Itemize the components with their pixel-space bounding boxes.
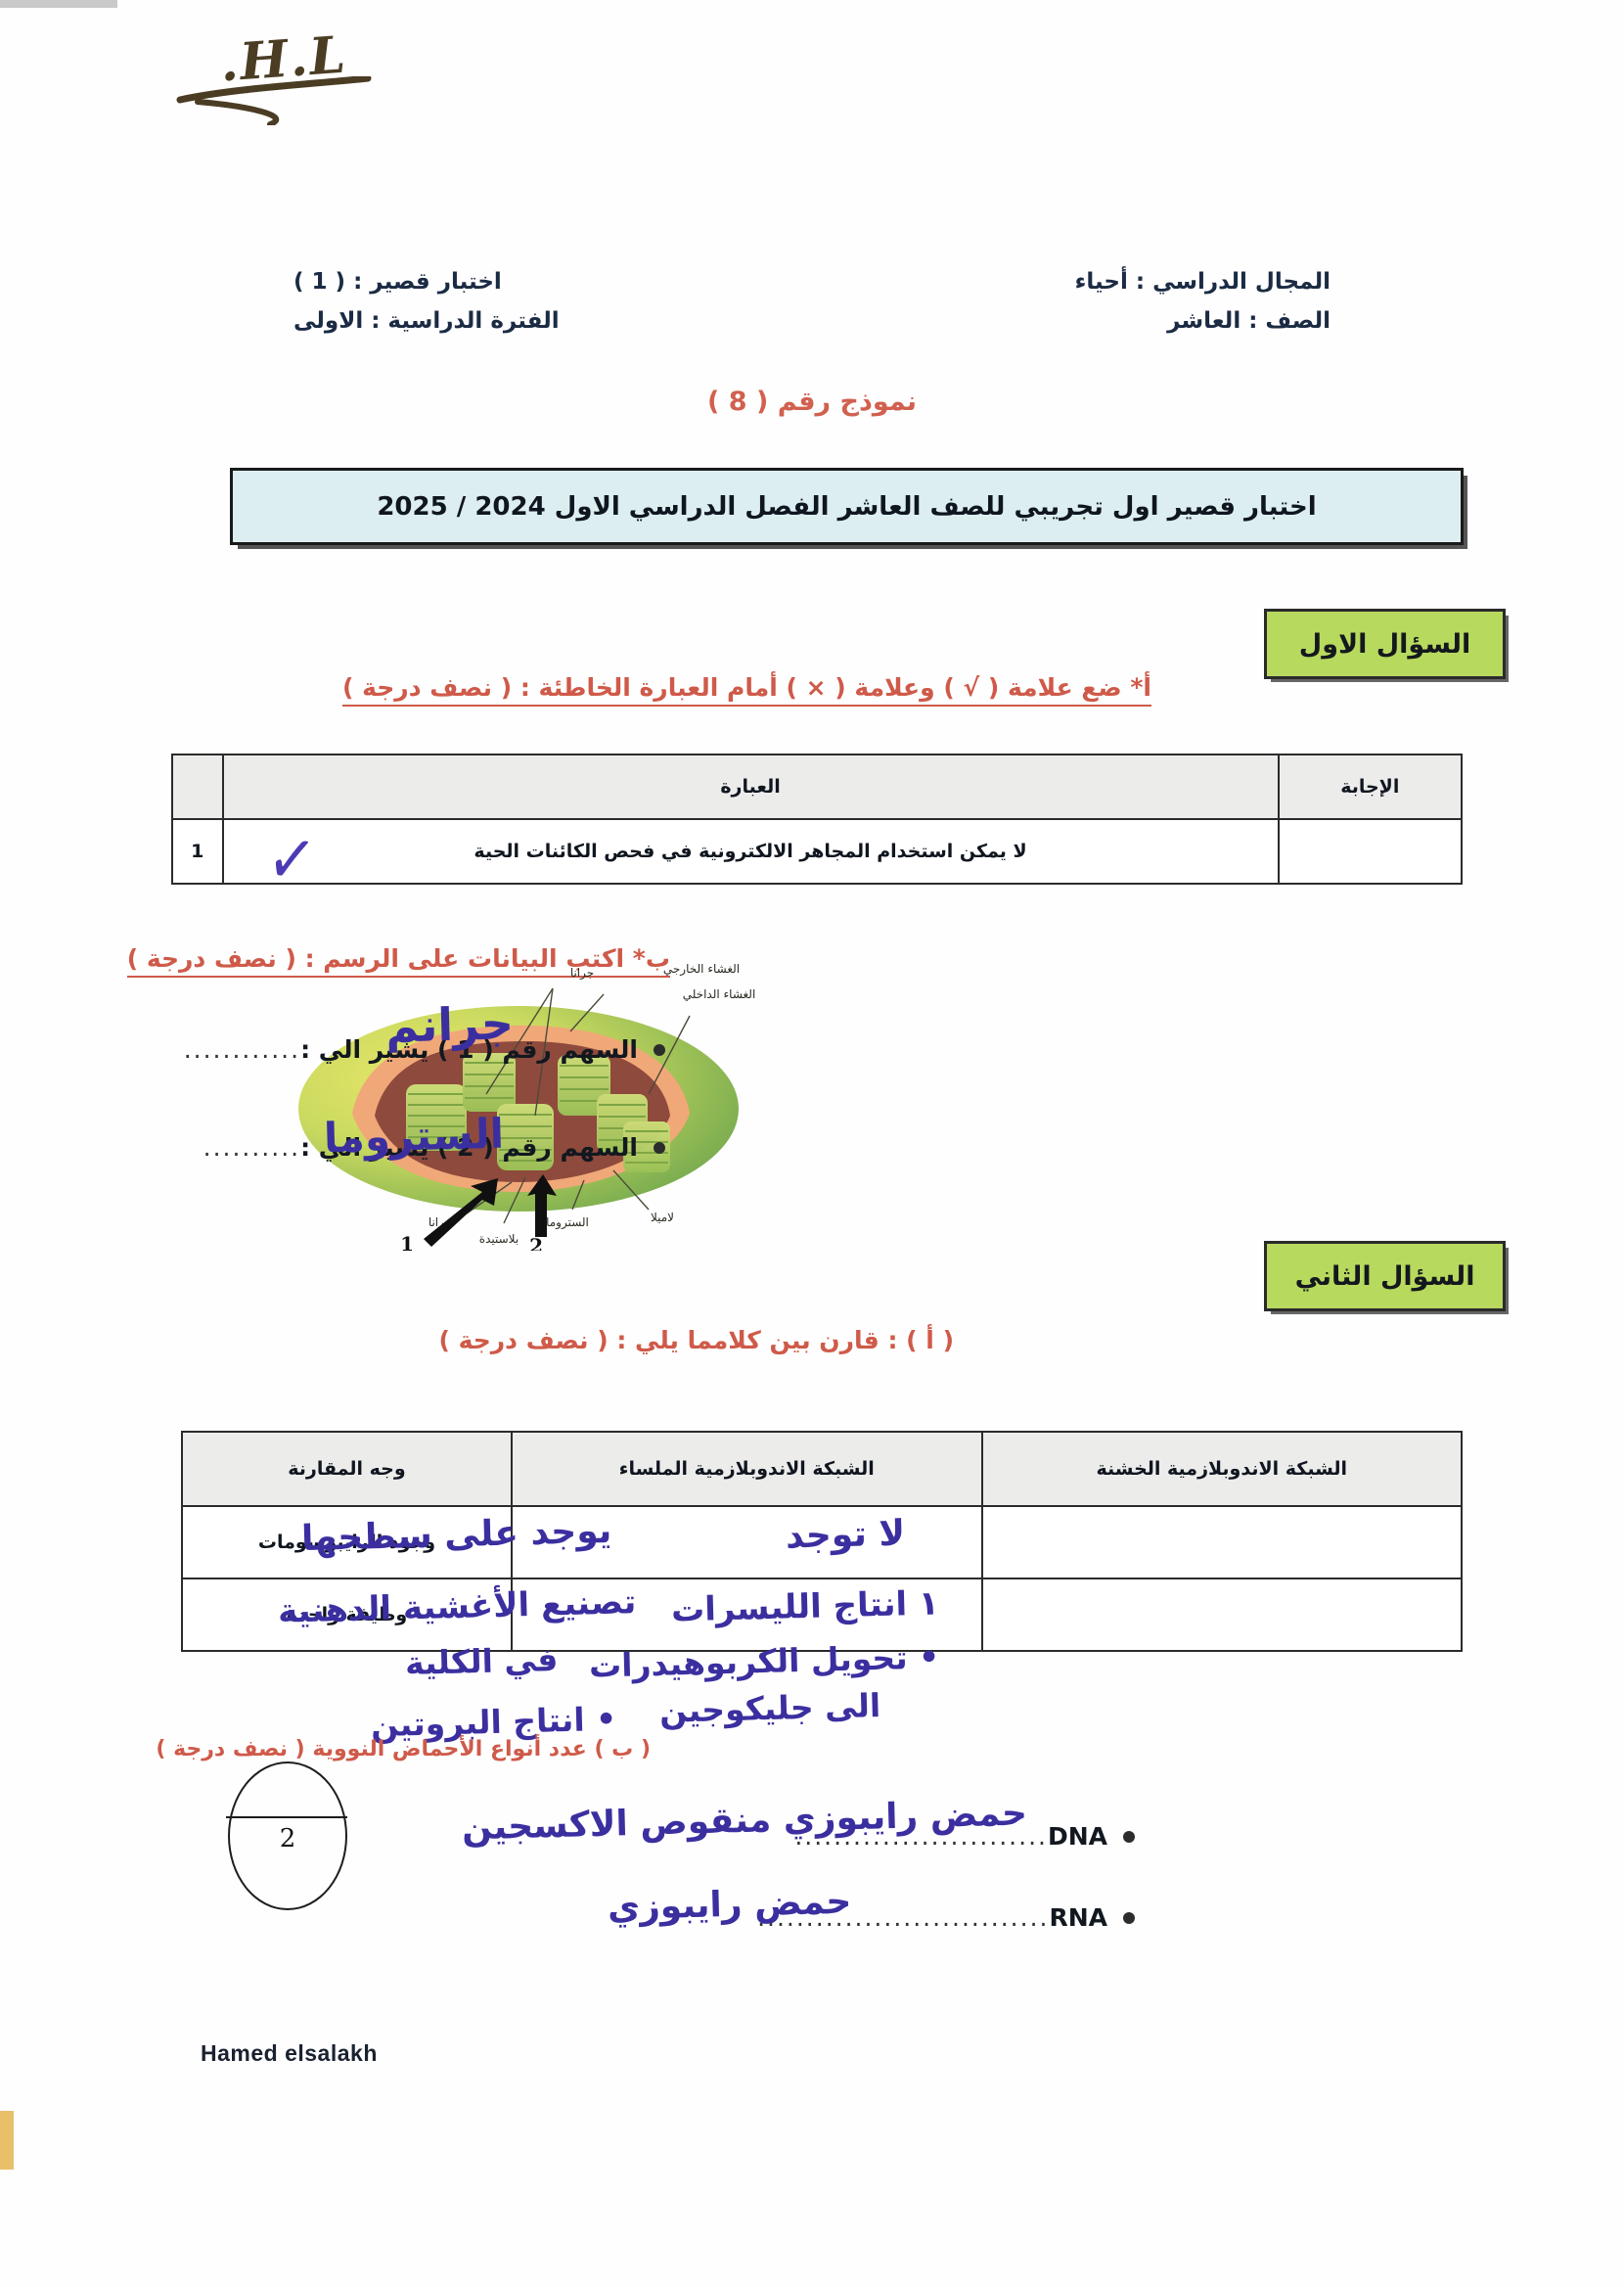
question-2-chip: السؤال الثاني — [1264, 1241, 1506, 1311]
hw-extra-2: الى جليكوجين — [658, 1686, 881, 1730]
label-plastid: بلاستيدة — [479, 1232, 519, 1246]
handwritten-check-mark: ✓ — [262, 815, 321, 903]
bullet-icon — [1123, 1911, 1135, 1924]
label-stroma: الستروما — [546, 1215, 589, 1230]
table-row: لا يمكن استخدام المجاهر الالكترونية في ف… — [171, 818, 1464, 885]
question-1-part-b-instruction: ب* اكتب البيانات على الرسم : ( نصف درجة … — [126, 944, 670, 978]
dna-dots: .......................... — [794, 1822, 1048, 1851]
subject-label: المجال الدراسي : أحياء — [1074, 269, 1331, 295]
header-rough-er: الشبكة الاندوبلازمية الخشنة — [980, 1431, 1464, 1507]
bullet-icon — [654, 1043, 665, 1056]
label-lamella: لاميلا — [651, 1211, 674, 1224]
comparison-table: الشبكة الاندوبلازمية الخشنة الشبكة الاند… — [181, 1431, 1464, 1652]
scan-artifact-bottom — [0, 2111, 14, 2170]
question-2-label: السؤال الثاني — [1294, 1260, 1475, 1292]
arrow-1-label: السهم رقم ( 1 ) يشير الي : — [300, 1035, 638, 1064]
table-header-row: الشبكة الاندوبلازمية الخشنة الشبكة الاند… — [181, 1431, 1464, 1507]
aspect-cell-1: وجود الرايبوسومات — [181, 1505, 513, 1579]
true-false-table: الإجابة العبارة لا يمكن استخدام المجاهر … — [171, 754, 1464, 885]
arrow-1 — [424, 1178, 498, 1247]
signature-swoosh-icon — [176, 76, 372, 125]
row-number: 1 — [171, 818, 224, 885]
question-2-part-b-instruction: ( ب ) عدد أنواع الأحماض النووية ( نصف در… — [156, 1737, 651, 1761]
aspect-cell-2: وظيفة واحدة — [181, 1578, 513, 1652]
label-outer-membrane: الغشاء الخارجي — [663, 962, 740, 977]
header-aspect: وجه المقارنة — [181, 1431, 513, 1507]
smooth-cell-2[interactable] — [510, 1578, 983, 1652]
grade-label: الصف : العاشر — [1167, 308, 1331, 334]
scan-artifact-top — [0, 0, 117, 8]
arrow-2-handwritten-answer: الستروما — [323, 1109, 505, 1163]
rna-dots: .............................. — [757, 1903, 1050, 1932]
arrow-2 — [527, 1174, 557, 1237]
arrow-2-dots: .......... — [203, 1133, 301, 1162]
label-grana: جرانا — [570, 966, 594, 981]
header-number — [171, 754, 224, 820]
smooth-cell-1[interactable] — [510, 1505, 983, 1579]
term-label: الفترة الدراسية : الاولى — [293, 308, 560, 334]
exam-title-text: اختبار قصير اول تجريبي للصف العاشر الفصل… — [377, 491, 1317, 522]
table-header-row: الإجابة العبارة — [171, 754, 1464, 820]
hw-extra-3: في الكلية — [404, 1639, 559, 1683]
hw-smooth-row2: ١ انتاج الليسرات — [670, 1583, 940, 1630]
nucleic-acid-item-dna: DNA .......................... — [794, 1822, 1135, 1851]
rough-cell-2[interactable] — [980, 1578, 1464, 1652]
rna-label: RNA — [1049, 1903, 1107, 1932]
question-1-label: السؤال الاول — [1298, 628, 1471, 660]
header-statement: العبارة — [221, 754, 1280, 820]
exam-title-box: اختبار قصير اول تجريبي للصف العاشر الفصل… — [230, 468, 1464, 545]
question-2-part-a-instruction: ( أ ) : قارن بين كلامما يلي : ( نصف درجة… — [438, 1326, 954, 1354]
header-smooth-er: الشبكة الاندوبلازمية الملساء — [510, 1431, 983, 1507]
grade-divider-line — [226, 1816, 347, 1818]
header-answer: الإجابة — [1277, 754, 1464, 820]
header-meta-block: المجال الدراسي : أحياء اختبار قصير : ( 1… — [0, 269, 1624, 347]
label-inner-membrane: الغشاء الداخلي — [683, 987, 756, 1001]
question-1-chip: السؤال الاول — [1264, 609, 1506, 679]
arrow-1-handwritten-answer: جرانم — [384, 996, 515, 1053]
arrow-number-1: 1 — [400, 1232, 414, 1251]
nucleic-acid-item-rna: RNA .............................. — [757, 1903, 1135, 1932]
test-label: اختبار قصير : ( 1 ) — [293, 269, 502, 295]
arrow-item-1: السهم رقم ( 1 ) يشير الي : ............ — [184, 1035, 665, 1064]
statement-text: لا يمكن استخدام المجاهر الالكترونية في ف… — [474, 841, 1027, 862]
bullet-icon — [1123, 1830, 1135, 1843]
table-row: وظيفة واحدة — [181, 1578, 1464, 1652]
arrow-2-label: السهم رقم ( 2 ) يشير الي : — [300, 1133, 638, 1162]
hw-extra-1: • تحويل الكربوهيدرات — [588, 1637, 940, 1685]
arrow-number-2: 2 — [529, 1234, 543, 1251]
dna-label: DNA — [1047, 1822, 1107, 1851]
grade-value: 2 — [279, 1824, 296, 1853]
bullet-icon — [654, 1141, 665, 1154]
model-number: نموذج رقم ( 8 ) — [707, 387, 917, 417]
rna-handwritten-answer: حمض رايبوزي — [607, 1881, 852, 1929]
chloroplast-diagram: جرانا الغشاء الخارجي الغشاء الداخلي جران… — [298, 962, 756, 1251]
table-row: وجود الرايبوسومات — [181, 1505, 1464, 1579]
answer-cell[interactable] — [1277, 818, 1464, 885]
rough-cell-1[interactable] — [980, 1505, 1464, 1579]
hw-smooth-row1: لا توجد — [785, 1513, 906, 1557]
arrow-1-dots: ............ — [183, 1035, 301, 1064]
grade-mark-oval: 2 — [226, 1761, 347, 1910]
hw-rough-row1: يوجد على سطحها — [300, 1510, 612, 1560]
author-name: Hamed elsalakh — [201, 2040, 378, 2066]
statement-cell: لا يمكن استخدام المجاهر الالكترونية في ف… — [221, 818, 1280, 885]
question-1-part-a-instruction: أ* ضع علامة ( √ ) وعلامة ( × ) أمام العب… — [342, 673, 1151, 707]
arrow-item-2: السهم رقم ( 2 ) يشير الي : .......... — [203, 1133, 665, 1162]
